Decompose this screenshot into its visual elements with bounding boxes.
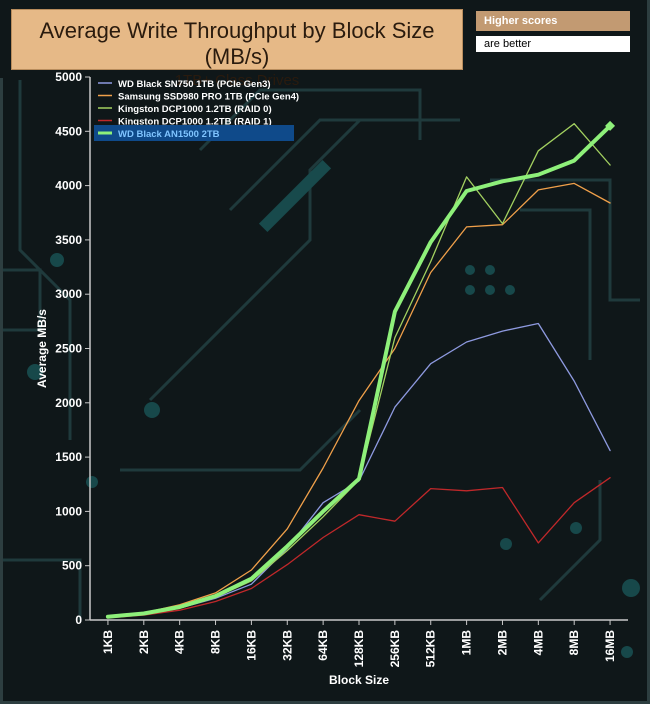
legend-label-2: Samsung SSD980 PRO 1TB (PCIe Gen4) [118,92,299,103]
x-axis-label: Block Size [329,673,389,687]
chart-subtitle: 1TB+ Class Drives [174,72,300,89]
x-tick-label: 8MB [567,630,581,656]
series-line-2 [107,182,611,618]
legend-label-4: Kingston DCP1000 1.2TB (RAID 1) [118,117,272,128]
series-line-5 [105,123,613,619]
y-tick-label: 1500 [55,450,82,464]
series-line-4 [107,477,611,619]
title-box: Average Write Throughput by Block Size (… [11,9,463,89]
series-line-3 [107,123,611,618]
y-tick-label: 500 [62,559,82,573]
y-tick-label: 3500 [55,233,82,247]
chart-title: Average Write Throughput by Block Size (… [39,18,435,69]
y-tick-label: 4500 [55,124,82,138]
x-tick-label: 1MB [460,630,474,656]
legend-label-5: WD Black AN1500 2TB [118,129,220,140]
y-tick-label: 3000 [55,287,82,301]
x-tick-label: 4MB [531,630,545,656]
y-axis-label: Average MB/s [35,309,49,388]
x-tick-label: 64KB [316,630,330,661]
are-better-note: are better [476,36,630,52]
y-tick-label: 0 [75,613,82,627]
x-tick-label: 2KB [137,630,151,654]
x-tick-label: 1KB [101,630,115,654]
x-tick-label: 2MB [495,630,509,656]
x-tick-label: 512KB [424,630,438,668]
series-end-marker [605,120,616,131]
x-tick-label: 16KB [244,630,258,661]
legend-highlight-box [94,125,294,141]
legend-label-3: Kingston DCP1000 1.2TB (RAID 0) [118,104,272,115]
y-tick-label: 4000 [55,179,82,193]
y-tick-label: 1000 [55,504,82,518]
higher-scores-note: Higher scores [476,11,630,31]
y-tick-label: 5000 [55,70,82,84]
x-tick-label: 8KB [209,630,223,654]
x-tick-label: 4KB [173,630,187,654]
y-tick-label: 2500 [55,342,82,356]
x-tick-label: 32KB [280,630,294,661]
y-tick-label: 2000 [55,396,82,410]
x-tick-label: 16MB [603,630,617,662]
x-tick-label: 256KB [388,630,402,668]
legend-label-1: WD Black SN750 1TB (PCIe Gen3) [118,79,271,90]
x-tick-label: 128KB [352,630,366,668]
